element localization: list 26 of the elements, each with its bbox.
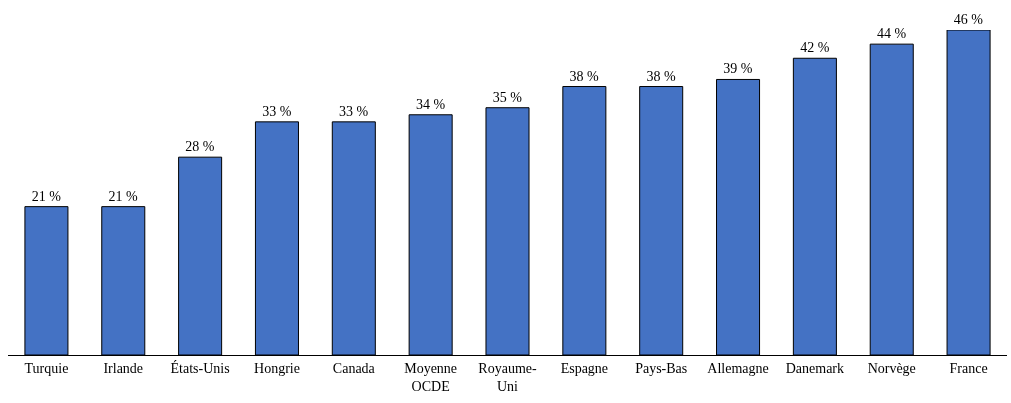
x-tick-label: Danemark	[785, 360, 845, 376]
data-label: 46 %	[953, 12, 984, 27]
data-label: 35 %	[492, 89, 523, 105]
data-label: 38 %	[569, 68, 600, 84]
x-tick-label: Canada	[332, 360, 376, 376]
x-tick-label: Royaume-Uni	[478, 360, 537, 394]
x-tick-label: Espagne	[560, 360, 609, 376]
x-tick-label: France	[949, 360, 988, 376]
x-tick-label: Hongrie	[254, 360, 300, 376]
data-label: 34 %	[415, 96, 446, 112]
x-tick-label: États-Unis	[170, 359, 230, 376]
data-label: 44 %	[876, 26, 907, 42]
data-label: 42 %	[800, 40, 830, 56]
x-tick-label: Irlande	[103, 360, 144, 376]
x-tick-label: Pays-Bas	[635, 360, 688, 376]
data-label: 39 %	[723, 61, 753, 77]
x-tick-label: Moyenne OCDE	[404, 360, 458, 394]
data-label: 28 %	[185, 139, 215, 155]
x-tick-label: Turquie	[24, 360, 69, 376]
data-label: 21 %	[31, 188, 62, 204]
x-tick-label: Norvège	[867, 360, 916, 376]
data-label: 33 %	[262, 103, 292, 119]
data-label: 33 %	[339, 103, 369, 119]
data-label: 38 %	[646, 68, 676, 84]
x-tick-label: Allemagne	[707, 360, 769, 376]
data-label: 21 %	[108, 188, 139, 204]
